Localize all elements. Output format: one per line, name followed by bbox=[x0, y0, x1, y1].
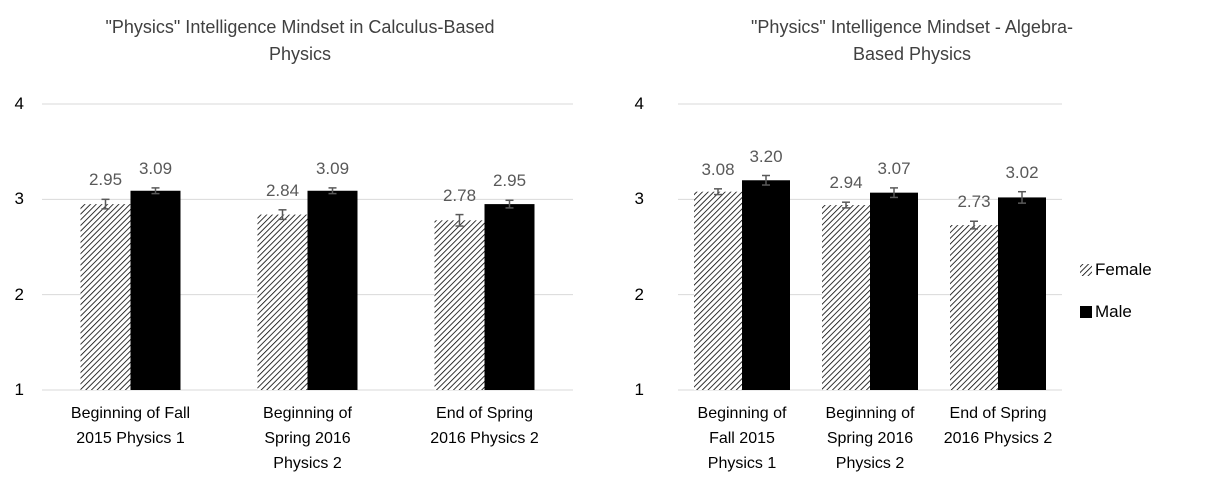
data-label: 3.08 bbox=[701, 159, 735, 179]
y-tick-label: 1 bbox=[14, 380, 24, 399]
chart-title: "Physics" Intelligence Mindset in Calcul… bbox=[105, 17, 495, 64]
y-tick-label: 1 bbox=[634, 380, 644, 399]
error-bar bbox=[505, 199, 514, 209]
legend-label: Male bbox=[1095, 302, 1132, 321]
data-label: 3.02 bbox=[1005, 162, 1039, 182]
bar bbox=[130, 190, 181, 390]
error-bar bbox=[328, 187, 337, 195]
legend-label: Female bbox=[1095, 260, 1152, 279]
legend-swatch bbox=[1080, 306, 1092, 318]
data-label: 2.95 bbox=[492, 171, 527, 191]
bar bbox=[80, 204, 131, 390]
x-tick-label: Beginning of Spring 2016 Physics 2 bbox=[825, 405, 915, 472]
x-tick-label: Beginning of Fall 2015 Physics 1 bbox=[697, 405, 787, 472]
bar bbox=[998, 197, 1046, 390]
data-label: 3.09 bbox=[138, 158, 173, 178]
error-bar bbox=[278, 209, 287, 221]
x-tick-label: End of Spring 2016 Physics 2 bbox=[430, 405, 539, 447]
y-tick-label: 4 bbox=[634, 94, 644, 113]
bar bbox=[870, 192, 918, 390]
error-bar bbox=[101, 198, 110, 210]
data-label: 3.20 bbox=[749, 146, 783, 166]
error-bar bbox=[970, 220, 978, 230]
bar bbox=[484, 204, 535, 390]
x-tick-label: Beginning of Spring 2016 Physics 2 bbox=[263, 405, 352, 472]
bar bbox=[950, 225, 998, 390]
x-tick-label: End of Spring 2016 Physics 2 bbox=[943, 405, 1053, 447]
data-label: 2.94 bbox=[829, 173, 863, 193]
error-bar bbox=[842, 201, 850, 209]
error-bar bbox=[714, 188, 722, 196]
x-tick-label: Beginning of Fall 2015 Physics 1 bbox=[70, 405, 191, 447]
data-label: 2.73 bbox=[957, 192, 991, 212]
error-bar bbox=[762, 174, 770, 186]
y-tick-label: 3 bbox=[14, 189, 24, 209]
bar bbox=[822, 205, 870, 390]
data-label: 3.09 bbox=[315, 158, 350, 178]
error-bar bbox=[1018, 190, 1026, 204]
legend-swatch bbox=[1080, 264, 1092, 276]
bar bbox=[257, 214, 308, 390]
error-bar bbox=[455, 213, 464, 227]
y-tick-label: 2 bbox=[14, 284, 24, 304]
bar bbox=[434, 220, 485, 390]
y-tick-label: 2 bbox=[634, 284, 644, 304]
bar bbox=[694, 191, 742, 390]
y-tick-label: 4 bbox=[14, 94, 24, 113]
chart-title: "Physics" Intelligence Mindset - Algebra… bbox=[751, 17, 1073, 64]
bar bbox=[307, 190, 358, 390]
error-bar bbox=[890, 187, 898, 199]
y-tick-label: 3 bbox=[634, 189, 644, 209]
data-label: 2.95 bbox=[88, 170, 123, 190]
data-label: 2.78 bbox=[442, 185, 477, 205]
error-bar bbox=[151, 187, 160, 195]
data-label: 3.07 bbox=[877, 158, 911, 178]
data-label: 2.84 bbox=[265, 180, 300, 200]
bar bbox=[742, 180, 790, 390]
